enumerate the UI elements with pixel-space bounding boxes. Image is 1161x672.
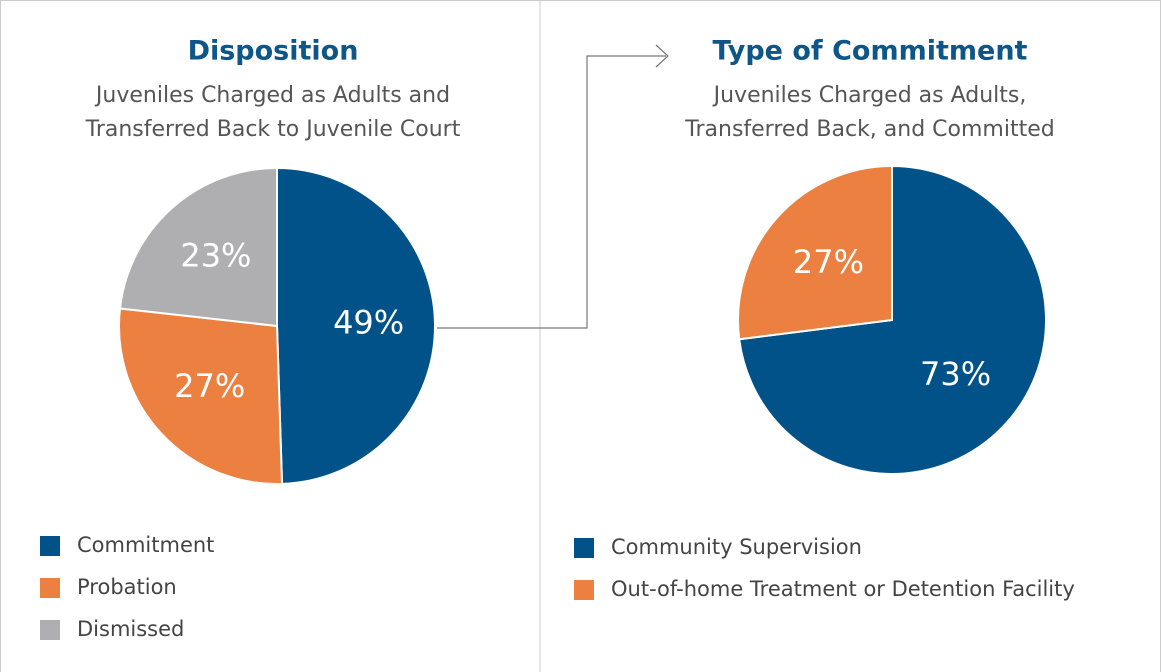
slice-label: 23% (180, 237, 251, 275)
pie-slice (118, 166, 278, 328)
chart-title: Disposition (188, 36, 359, 67)
slice-label: 49% (333, 304, 404, 342)
arrowhead (655, 44, 669, 68)
legend-label: Community Supervision (611, 535, 862, 559)
legend-label: Commitment (77, 533, 214, 557)
legend-swatch (574, 580, 594, 600)
legend-label: Probation (77, 575, 177, 599)
legend-swatch (40, 578, 60, 598)
chart-title: Type of Commitment (713, 36, 1028, 67)
connector (437, 55, 666, 329)
slice-label: 27% (793, 243, 864, 281)
slice-label: 27% (174, 367, 245, 405)
legend-swatch (40, 620, 60, 640)
legend-swatch (574, 538, 594, 558)
pie-slice (737, 164, 893, 341)
legend-label: Dismissed (77, 617, 184, 641)
pie-slice (118, 307, 284, 485)
subtitle: Transferred Back to Juvenile Court (85, 117, 461, 142)
subtitle: Transferred Back, and Committed (684, 117, 1054, 142)
legend-label: Out-of-home Treatment or Detention Facil… (611, 577, 1075, 601)
subtitle: Juveniles Charged as Adults and (94, 83, 450, 108)
subtitle: Juveniles Charged as Adults, (712, 83, 1027, 108)
slice-label: 73% (920, 355, 991, 393)
legend-swatch (40, 536, 60, 556)
pie-slice (276, 166, 436, 485)
